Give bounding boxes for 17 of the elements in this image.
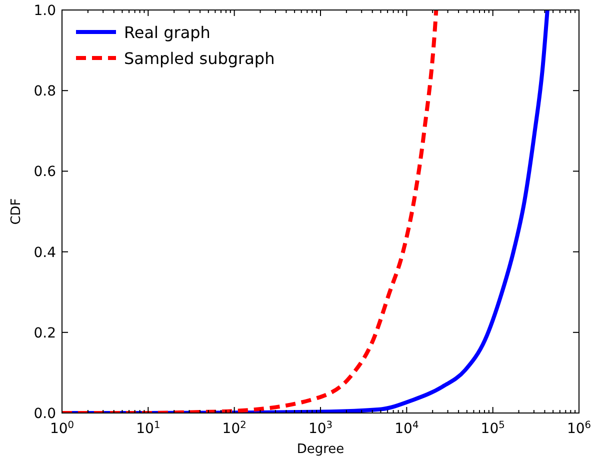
- x-tick-label: 10$^{2}$: [222, 420, 246, 437]
- y-tick-label: 0.0: [34, 406, 56, 422]
- x-tick-label: 10$^{6}$: [566, 420, 592, 437]
- legend-label: Real graph: [124, 23, 210, 42]
- x-tick-label: 10$^{1}$: [136, 420, 160, 437]
- y-tick-label: 0.2: [34, 325, 56, 342]
- x-tick-label: 10$^{0}$: [50, 420, 74, 437]
- x-tick-label: 10$^{3}$: [308, 420, 333, 437]
- y-tick-label: 0.6: [34, 164, 56, 180]
- x-tick-label: 10$^{4}$: [394, 420, 419, 437]
- y-axis-title: CDF: [9, 198, 24, 225]
- x-tick-label: 10$^{5}$: [480, 420, 505, 437]
- legend-label: Sampled subgraph: [124, 49, 275, 68]
- x-axis-title: Degree: [296, 442, 344, 457]
- y-tick-label: 0.4: [34, 244, 56, 261]
- y-tick-label: 0.8: [34, 84, 56, 100]
- y-tick-label: 1.0: [34, 3, 56, 19]
